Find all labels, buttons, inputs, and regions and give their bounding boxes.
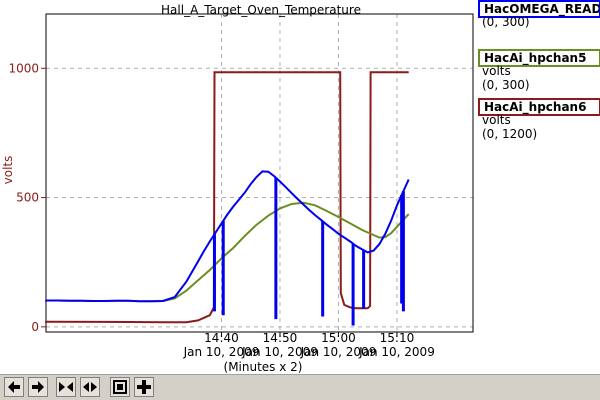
toolbar — [0, 374, 600, 400]
y-tick-label-1: 500 — [16, 191, 39, 205]
x-tick-time-1: 14:50 — [263, 331, 298, 345]
chart-title: Hall_A_Target_Oven_Temperature — [161, 3, 361, 17]
arrow-left-icon — [8, 381, 20, 393]
y-tick-label-0: 0 — [31, 320, 39, 334]
zoom-in-horizontal-button[interactable] — [56, 377, 76, 397]
legend: HacOMEGA_READ (0, 300) HacAi_hpchan5 vol… — [478, 0, 600, 147]
legend-units-hpchan6: volts — [482, 113, 511, 127]
fit-view-button[interactable] — [110, 377, 130, 397]
series-layer — [45, 71, 410, 326]
add-plot-button[interactable] — [134, 377, 154, 397]
y-ticks: 0 500 1000 — [8, 61, 46, 334]
pan-left-button[interactable] — [4, 377, 24, 397]
legend-range-omega: (0, 300) — [482, 15, 530, 29]
legend-entry-omega[interactable]: HacOMEGA_READ (0, 300) — [478, 0, 600, 49]
y-axis-label: volts — [1, 156, 15, 185]
zoom-out-horizontal-icon — [83, 382, 97, 392]
legend-range-hpchan5: (0, 300) — [482, 78, 530, 92]
plot-frame — [45, 13, 474, 333]
legend-entry-hpchan5[interactable]: HacAi_hpchan5 volts (0, 300) — [478, 49, 600, 98]
legend-units-hpchan5: volts — [482, 64, 511, 78]
x-tick-date-3: Jan 10, 2009 — [358, 345, 435, 359]
y-tick-label-2: 1000 — [8, 61, 39, 75]
plus-icon — [137, 380, 151, 394]
legend-entry-hpchan6[interactable]: HacAi_hpchan6 volts (0, 1200) — [478, 98, 600, 147]
fit-view-icon — [113, 380, 127, 394]
x-tick-time-0: 14:40 — [204, 331, 239, 345]
pan-right-button[interactable] — [28, 377, 48, 397]
x-tick-date-1: Jan 10, 2009 — [241, 345, 318, 359]
zoom-out-horizontal-button[interactable] — [80, 377, 100, 397]
x-axis-label: (Minutes x 2) — [224, 360, 303, 374]
legend-label-hpchan6[interactable]: HacAi_hpchan6 — [478, 98, 600, 116]
x-tick-date-0: Jan 10, 2009 — [183, 345, 260, 359]
legend-label-omega[interactable]: HacOMEGA_READ — [478, 0, 600, 18]
x-tick-time-2: 15:00 — [321, 331, 356, 345]
zoom-in-horizontal-icon — [59, 382, 73, 392]
series-omega-line — [45, 170, 410, 303]
arrow-right-icon — [32, 381, 44, 393]
x-tick-date-2: Jan 10, 2009 — [300, 345, 377, 359]
series-hpchan6-line — [45, 71, 409, 324]
legend-range-hpchan6: (0, 1200) — [482, 127, 538, 141]
x-tick-time-3: 15:10 — [380, 331, 415, 345]
chart-plot[interactable]: Hall_A_Target_Oven_Temperature volts 0 50… — [0, 0, 600, 374]
